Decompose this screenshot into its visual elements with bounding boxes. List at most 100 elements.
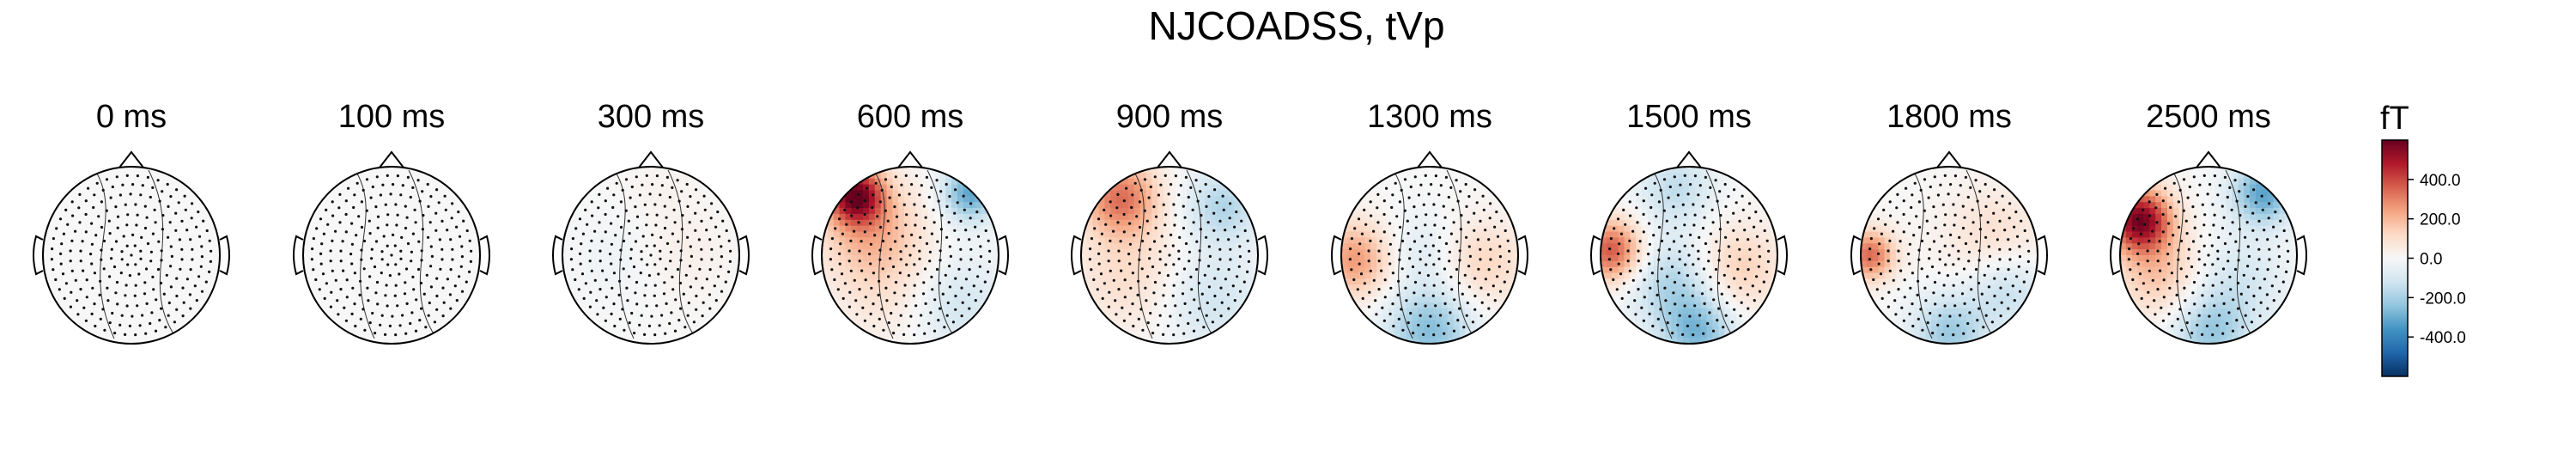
sensor-dot	[409, 195, 412, 199]
field-cell	[921, 231, 929, 238]
field-cell	[609, 208, 617, 215]
sensor-dot	[74, 278, 77, 282]
field-cell	[415, 249, 422, 256]
sensor-dot	[108, 232, 112, 235]
field-cell	[361, 266, 369, 274]
field-cell	[184, 260, 191, 268]
sensor-dot	[1152, 205, 1156, 209]
field-cell	[851, 196, 858, 203]
field-cell	[703, 237, 711, 244]
field-cell	[474, 255, 480, 262]
field-cell	[314, 255, 322, 262]
field-cell	[173, 213, 179, 221]
field-cell	[592, 243, 598, 250]
field-cell	[857, 320, 864, 327]
field-cell	[668, 332, 676, 339]
sensor-dot	[137, 272, 141, 276]
field-cell	[72, 302, 79, 309]
field-cell	[898, 231, 905, 238]
sensor-dot	[725, 229, 728, 233]
field-cell	[1163, 284, 1170, 291]
field-cell	[1122, 278, 1129, 285]
field-cell	[674, 213, 681, 221]
sensor-dot	[1205, 205, 1208, 208]
field-cell	[651, 290, 658, 297]
field-cell	[72, 278, 79, 285]
field-cell	[703, 260, 711, 268]
field-cell	[361, 202, 369, 209]
sensor-dot	[893, 240, 897, 243]
field-cell	[355, 308, 363, 315]
field-cell	[904, 255, 911, 262]
field-cell	[107, 290, 114, 297]
field-cell	[468, 272, 475, 280]
field-cell	[173, 320, 179, 327]
field-cell	[184, 296, 191, 303]
field-cell	[1199, 231, 1206, 238]
field-cell	[921, 284, 929, 291]
field-cell	[686, 260, 693, 268]
sensor-dot	[1218, 219, 1222, 223]
field-cell	[1127, 296, 1135, 303]
sensor-dot	[420, 259, 423, 262]
field-cell	[898, 172, 905, 180]
field-cell	[60, 255, 68, 262]
sensor-dot	[382, 235, 386, 238]
field-cell	[1222, 302, 1230, 309]
field-cell	[651, 208, 658, 215]
field-cell	[639, 290, 646, 297]
field-cell	[184, 231, 191, 238]
field-cell	[1211, 202, 1218, 209]
field-cell	[709, 196, 717, 203]
field-cell	[438, 302, 446, 309]
sensor-dot	[101, 188, 105, 192]
field-cell	[349, 243, 357, 250]
field-cell	[78, 308, 85, 315]
field-cell	[1211, 320, 1218, 327]
sensor-dot	[58, 217, 63, 221]
field-cell	[615, 219, 623, 227]
sensor-dot	[1189, 275, 1193, 278]
field-cell	[1127, 237, 1135, 244]
field-cell	[1170, 208, 1176, 215]
field-cell	[939, 266, 946, 274]
sensor-dot	[204, 280, 208, 284]
sensor-dot	[976, 235, 981, 238]
field-cell	[101, 272, 109, 280]
field-cell	[987, 260, 993, 268]
field-cell	[392, 249, 398, 256]
sensor-dot	[151, 275, 155, 278]
field-cell	[1170, 196, 1176, 203]
field-cell	[178, 213, 185, 221]
sensor-dot	[638, 193, 642, 197]
field-cell	[686, 213, 693, 221]
field-cell	[403, 196, 410, 203]
field-cell	[892, 249, 899, 256]
field-cell	[60, 202, 68, 209]
field-cell	[1234, 213, 1241, 221]
sensor-dot	[345, 278, 349, 282]
field-cell	[933, 278, 940, 285]
field-cell	[1127, 320, 1135, 327]
field-cell	[1151, 184, 1158, 192]
field-cell	[433, 278, 440, 285]
sensor-dot	[976, 275, 980, 278]
field-cell	[1205, 196, 1212, 203]
field-cell	[338, 266, 345, 274]
field-cell	[703, 196, 711, 203]
field-cell	[332, 314, 339, 321]
field-cell	[397, 338, 404, 344]
field-cell	[438, 320, 446, 327]
field-cell	[89, 266, 97, 274]
field-cell	[1127, 196, 1135, 203]
field-cell	[645, 231, 652, 238]
field-cell	[155, 178, 161, 186]
sensor-dot	[200, 255, 204, 259]
field-cell	[374, 326, 380, 333]
field-cell	[915, 302, 923, 309]
field-cell	[72, 184, 79, 192]
sensor-dot	[649, 253, 653, 257]
field-cell	[1170, 225, 1176, 233]
field-cell	[143, 167, 150, 174]
field-cell	[1127, 302, 1135, 309]
